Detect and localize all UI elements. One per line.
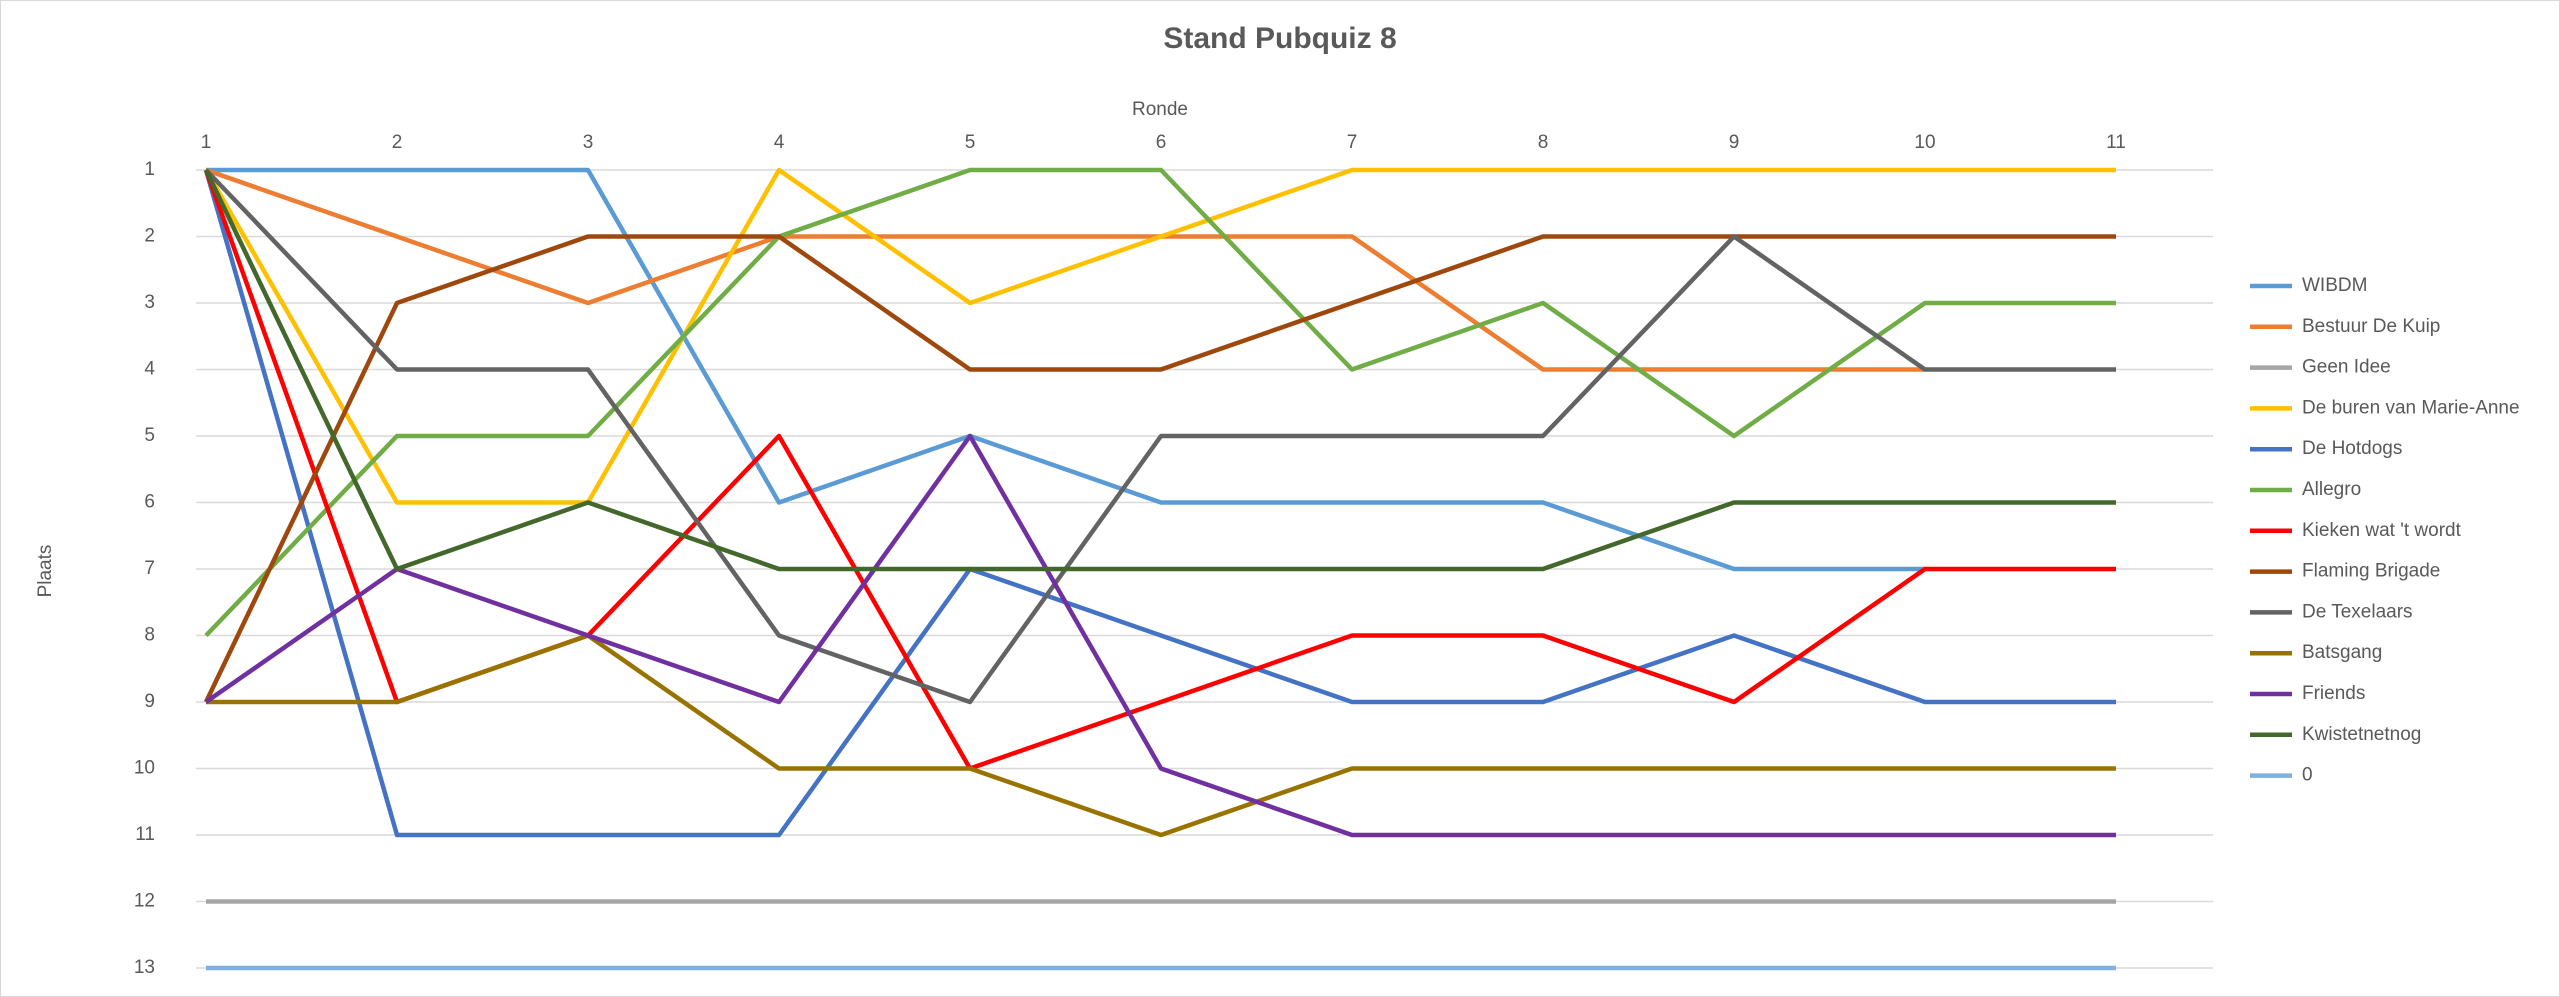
legend-label: Allegro [2302,479,2361,500]
legend-label: De Texelaars [2302,601,2413,622]
y-tick-label: 6 [144,492,155,513]
legend-label: De buren van Marie-Anne [2302,397,2520,418]
series-line [204,168,2116,705]
legend-label: 0 [2302,765,2313,786]
legend-label: Flaming Brigade [2302,561,2440,582]
y-tick-label: 5 [144,425,155,446]
legend-label: De Hotdogs [2302,438,2402,459]
legend-label: Bestuur De Kuip [2302,316,2440,337]
x-tick-label: 11 [2106,132,2126,153]
y-tick-label: 1 [144,159,155,180]
y-tick-label: 2 [144,226,155,247]
legend-label: Geen Idee [2302,357,2391,378]
y-tick-label: 11 [135,824,155,845]
y-tick-label: 9 [144,691,155,712]
legend-label: Kwistetnetnog [2302,724,2421,745]
series-line [204,167,2116,638]
x-tick-label: 9 [1729,132,1740,153]
y-axis-label: Plaats [35,545,56,598]
y-tick-label: 4 [144,359,155,380]
x-tick-label: 6 [1156,132,1167,153]
legend-label: Friends [2302,683,2365,704]
y-tick-label: 8 [144,625,155,646]
x-tick-label: 2 [392,132,403,153]
x-tick-label: 4 [774,132,785,153]
x-tick-label: 3 [583,132,594,153]
x-tick-label: 8 [1538,132,1549,153]
series-line [203,234,2116,703]
x-tick-label: 1 [201,132,212,153]
y-tick-label: 10 [134,758,155,779]
series-line [203,169,2116,572]
legend-label: Kieken wat 't wordt [2302,520,2462,541]
series-line [204,167,2116,505]
chart-title: Stand Pubquiz 8 [1163,22,1396,55]
y-tick-label: 12 [134,891,155,912]
x-tick-label: 5 [965,132,976,153]
legend-label: WIBDM [2302,275,2367,296]
x-tick-label: 10 [1914,132,1935,153]
y-tick-label: 13 [134,957,155,978]
x-tick-label: 7 [1347,132,1358,153]
x-axis-label: Ronde [1132,99,1188,120]
y-tick-label: 3 [144,292,155,313]
series-line [204,433,2116,838]
legend-label: Batsgang [2302,642,2382,663]
series-line [206,633,2116,838]
y-tick-label: 7 [144,558,155,579]
